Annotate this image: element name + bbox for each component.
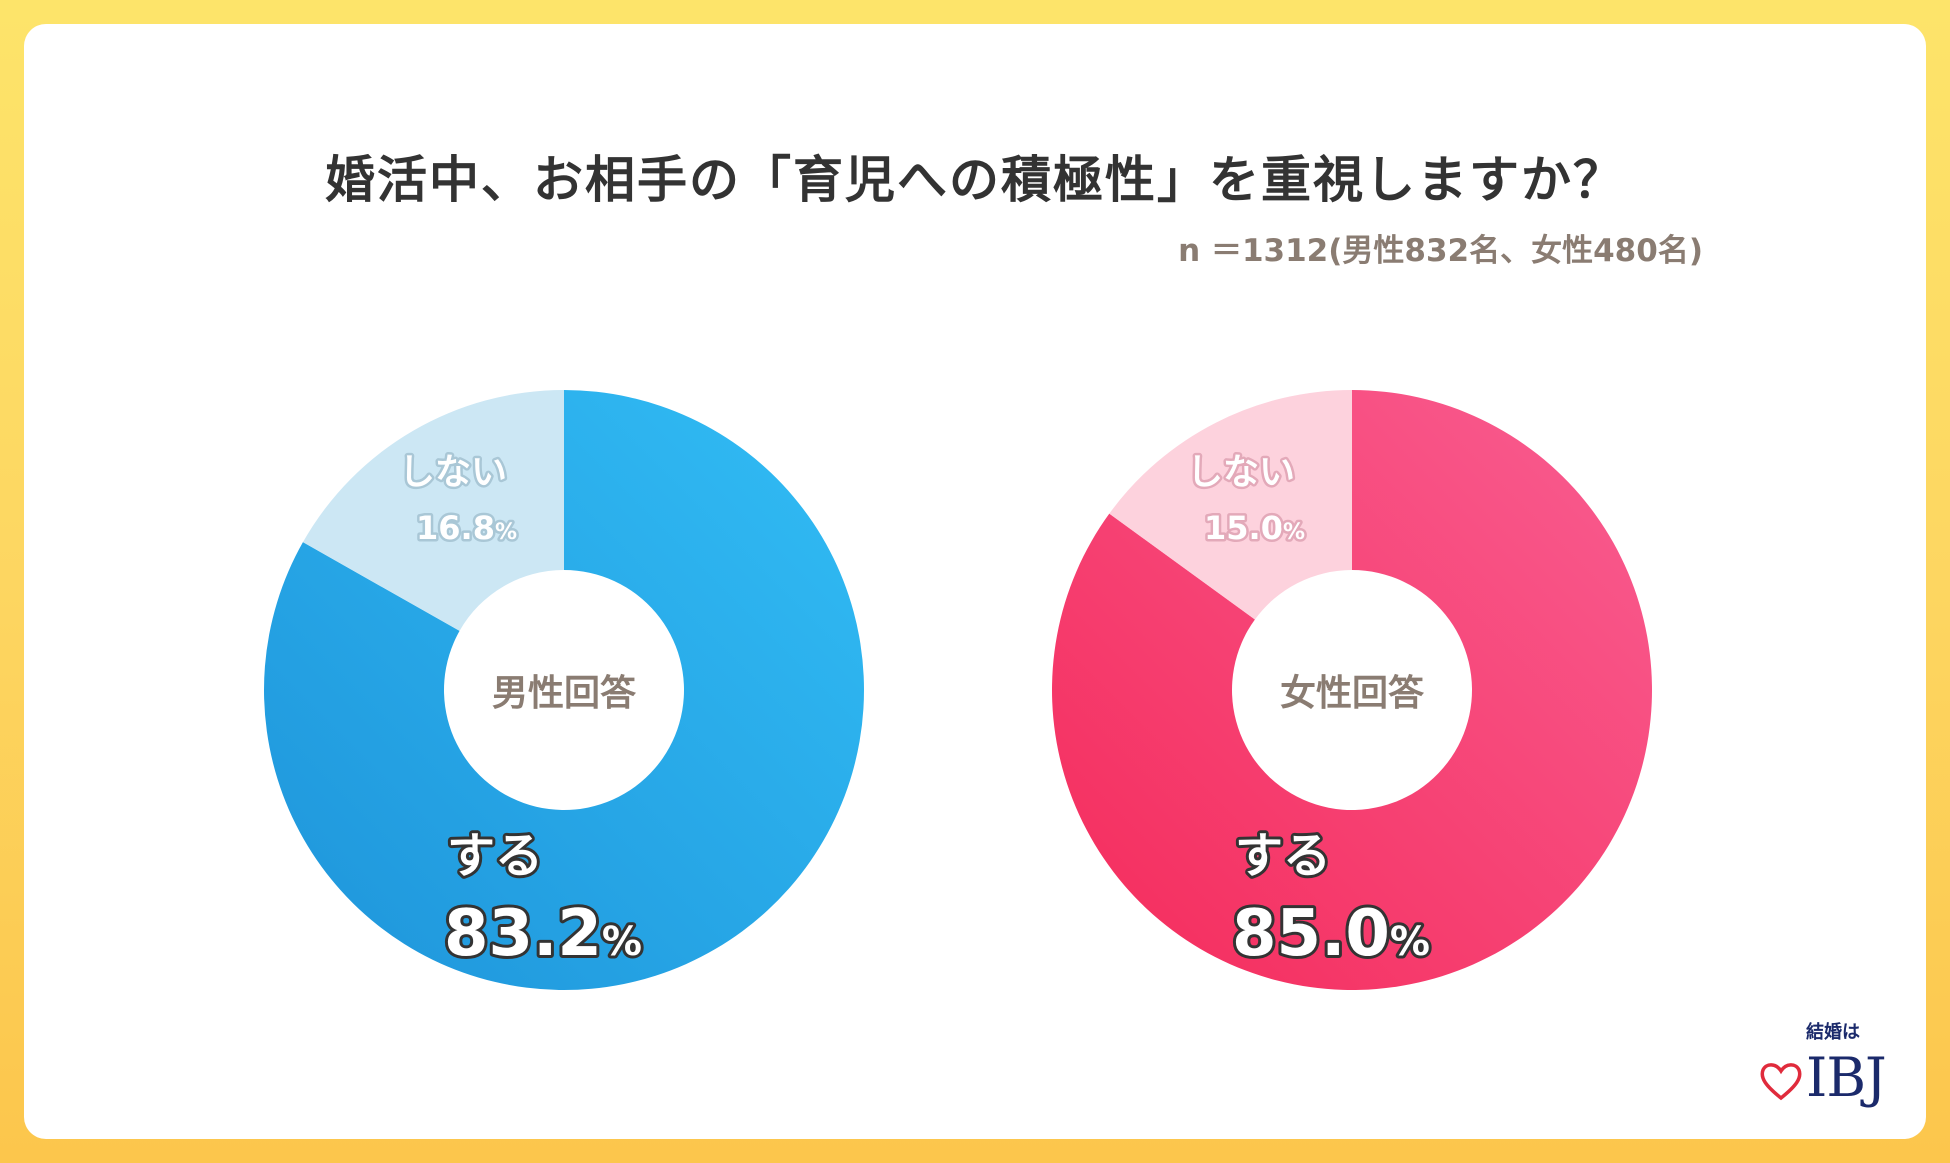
female-yes-category-label: する — [1235, 828, 1331, 884]
male-no-value-label: 16.8% — [416, 509, 517, 547]
female-slice-yes — [1052, 390, 1652, 990]
female-no-category-label: しない — [1187, 452, 1295, 493]
male-donut-chart: しない 16.8% する 83.2% 男性回答 — [259, 385, 869, 995]
heart-icon — [1760, 1063, 1802, 1101]
female-no-value-label: 15.0% — [1204, 509, 1305, 547]
female-slice-no — [1109, 390, 1352, 620]
ibj-logo: 結婚は IBJ — [1748, 1018, 1888, 1118]
female-donut-chart: しない 15.0% する 85.0% 女性回答 — [1047, 385, 1657, 995]
logo-name: IBJ — [1806, 1046, 1887, 1109]
sample-size-note: n ＝1312(男性832名、女性480名) — [1178, 233, 1703, 269]
male-slice-no — [302, 390, 564, 631]
logo-tagline: 結婚は — [1806, 1022, 1860, 1043]
male-no-category-label: しない — [399, 452, 507, 493]
chart-title: 婚活中、お相手の「育児への積極性」を重視しますか？ — [325, 151, 1625, 209]
male-slice-yes — [263, 390, 864, 990]
male-yes-category-label: する — [447, 828, 543, 884]
